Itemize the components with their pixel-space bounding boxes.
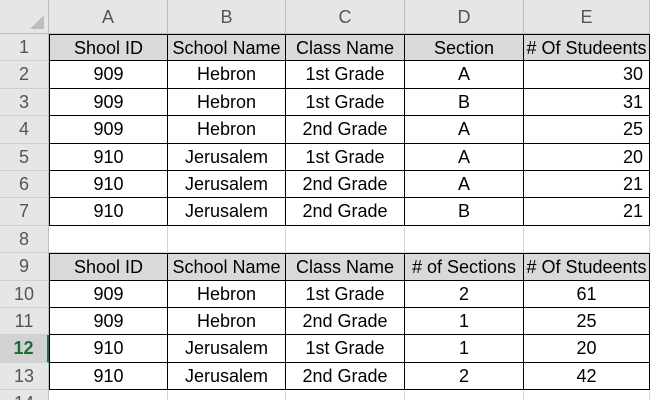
table1-data-cell[interactable]: 909 [49,88,168,117]
table2-data-cell[interactable]: 909 [49,308,168,336]
row-header-7[interactable]: 7 [0,198,49,226]
row-header-8[interactable]: 8 [0,225,49,254]
table2-header-cell[interactable]: Shool ID [49,253,168,281]
empty-cell[interactable] [168,225,286,254]
table1-header-cell[interactable]: # Of Studeents [524,34,650,62]
row-header-4[interactable]: 4 [0,116,49,144]
cell-grid: Shool ID School Name Class Name Section # Of… [49,34,666,400]
row-header-3[interactable]: 3 [0,88,49,117]
table1-data-cell[interactable]: 25 [524,116,650,144]
table1-data-cell[interactable]: A [405,143,524,171]
table1-data-cell[interactable]: 21 [524,171,650,199]
empty-cell[interactable] [405,225,524,254]
table2-data-cell[interactable]: 61 [524,280,650,308]
empty-cell[interactable] [286,390,405,400]
table1-data-cell[interactable]: 1st Grade [286,61,405,89]
table2-data-cell[interactable]: Hebron [168,280,286,308]
empty-cell[interactable] [405,390,524,400]
table1-data-cell[interactable]: 1st Grade [286,143,405,171]
table1-data-cell[interactable]: Hebron [168,116,286,144]
table1-header-cell[interactable]: Shool ID [49,34,168,62]
table1-data-cell[interactable]: Hebron [168,88,286,117]
column-header-d[interactable]: D [405,0,524,34]
row-header-10[interactable]: 10 [0,280,49,308]
row-header-6[interactable]: 6 [0,171,49,199]
table1-data-cell[interactable]: 909 [49,116,168,144]
row-header-9[interactable]: 9 [0,253,49,281]
table2-data-cell[interactable]: 1 [405,308,524,336]
table1-data-cell[interactable]: A [405,171,524,199]
table2-data-cell[interactable]: 2 [405,280,524,308]
table1-header-cell[interactable]: Class Name [286,34,405,62]
row-header-2[interactable]: 2 [0,61,49,89]
table2-data-cell[interactable]: 25 [524,308,650,336]
row-header-1[interactable]: 1 [0,34,49,62]
table1-data-cell[interactable]: 31 [524,88,650,117]
column-header-e[interactable]: E [524,0,650,34]
table1-data-cell[interactable]: A [405,116,524,144]
table1-data-cell[interactable]: 2nd Grade [286,116,405,144]
table2-data-cell[interactable]: 1st Grade [286,335,405,363]
table2-header-cell[interactable]: School Name [168,253,286,281]
table2-data-cell[interactable]: 42 [524,362,650,391]
row-header-11[interactable]: 11 [0,308,49,336]
row-header-14[interactable]: 14 [0,390,49,400]
table1-data-cell[interactable]: 2nd Grade [286,198,405,226]
table1-data-cell[interactable]: B [405,88,524,117]
table1-data-cell[interactable]: 910 [49,198,168,226]
table2-header-cell[interactable]: # Of Studeents [524,253,650,281]
table1-data-cell[interactable]: 2nd Grade [286,171,405,199]
table1-data-cell[interactable]: 20 [524,143,650,171]
empty-cell[interactable] [286,225,405,254]
row-header-13[interactable]: 13 [0,362,49,391]
table2-data-cell[interactable]: 2nd Grade [286,308,405,336]
table1-data-cell[interactable]: B [405,198,524,226]
table2-data-cell[interactable]: 1 [405,335,524,363]
table1-data-cell[interactable]: 21 [524,198,650,226]
table2-data-cell[interactable]: 20 [524,335,650,363]
table2-data-cell[interactable]: Jerusalem [168,335,286,363]
empty-cell[interactable] [49,225,168,254]
row-header-5[interactable]: 5 [0,143,49,171]
table2-data-cell[interactable]: 2 [405,362,524,391]
column-header-a[interactable]: A [49,0,168,34]
row-header-12[interactable]: 12 [0,335,49,363]
column-header-c[interactable]: C [286,0,405,34]
table1-data-cell[interactable]: 910 [49,171,168,199]
table2-header-cell[interactable]: Class Name [286,253,405,281]
table1-data-cell[interactable]: Hebron [168,61,286,89]
table2-data-cell[interactable]: 1st Grade [286,280,405,308]
select-all-triangle-icon [30,15,44,29]
select-all-corner[interactable] [0,0,49,34]
table2-data-cell[interactable]: 910 [49,362,168,391]
empty-cell[interactable] [524,390,650,400]
table1-data-cell[interactable]: 910 [49,143,168,171]
table1-data-cell[interactable]: Jerusalem [168,143,286,171]
table1-header-cell[interactable]: School Name [168,34,286,62]
table1-data-cell[interactable]: Jerusalem [168,198,286,226]
table2-data-cell[interactable]: 909 [49,280,168,308]
table2-data-cell[interactable]: 910 [49,335,168,363]
table1-data-cell[interactable]: A [405,61,524,89]
table1-data-cell[interactable]: 1st Grade [286,88,405,117]
table1-data-cell[interactable]: Jerusalem [168,171,286,199]
table2-data-cell[interactable]: Hebron [168,308,286,336]
empty-cell[interactable] [524,225,650,254]
table1-data-cell[interactable]: 30 [524,61,650,89]
column-header-b[interactable]: B [168,0,286,34]
empty-cell[interactable] [49,390,168,400]
table2-data-cell[interactable]: Jerusalem [168,362,286,391]
table2-header-cell[interactable]: # of Sections [405,253,524,281]
table2-data-cell[interactable]: 2nd Grade [286,362,405,391]
table1-data-cell[interactable]: 909 [49,61,168,89]
table1-header-cell[interactable]: Section [405,34,524,62]
empty-cell[interactable] [168,390,286,400]
